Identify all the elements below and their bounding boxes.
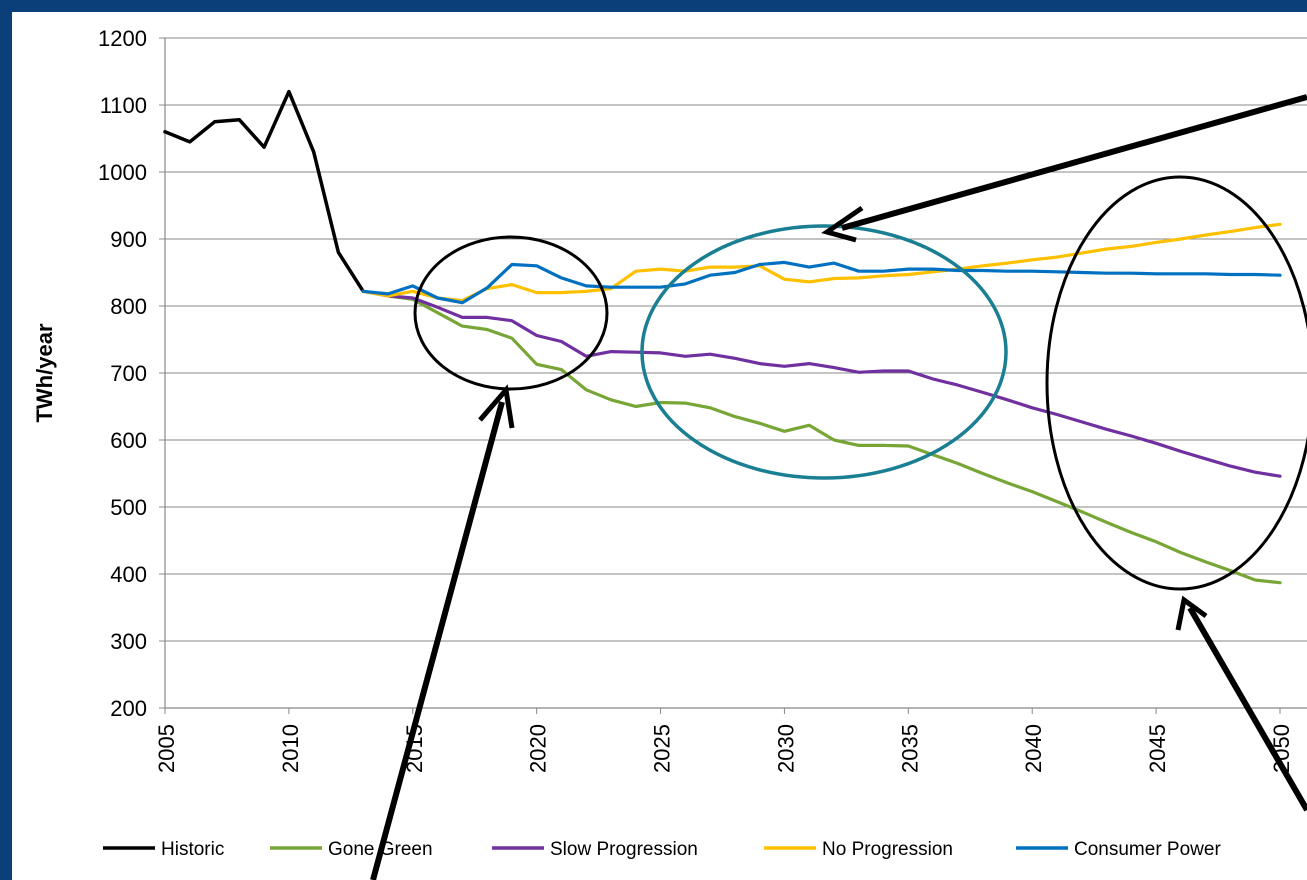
y-tick-label: 300 [110,629,147,654]
y-tick-label: 1200 [98,26,147,51]
series-line-consumer-power [361,260,1282,305]
x-tick-label: 2020 [526,724,551,773]
y-tick-label: 1100 [100,93,147,118]
x-tick-labels: 2005 2010 2015 2020 2025 2030 2035 2040 2045 2050 [154,708,1294,773]
legend-item-no-progression: No Progression [764,839,953,860]
y-tick-label: 200 [110,696,147,721]
annotation-arrowhead-bottom-right [1175,595,1208,631]
y-tick-label: 500 [110,495,147,520]
legend-item-historic: Historic [103,839,224,860]
x-tick-label: 2045 [1145,724,1170,773]
legend-item-gone-green: Gone Green [270,839,433,860]
annotation-arrowhead-top-right [821,205,864,243]
legend-label: Consumer Power [1074,839,1221,860]
annotation-arrow-bottom-right [1187,606,1307,812]
annotation-ellipse-near-term [413,235,609,391]
x-tick-label: 2040 [1021,724,1046,773]
x-tick-label: 2005 [154,724,179,773]
x-tick-label: 2025 [650,724,675,773]
annotation-ellipse-long-term [1045,175,1307,591]
series-lines [163,89,1282,585]
annotation-ellipse-mid-term [640,224,1008,480]
y-tick-labels: 200 300 400 500 600 700 800 900 1000 1100 1200 [98,26,165,721]
gridlines [165,37,1307,642]
legend-item-slow-progression: Slow Progression [492,839,698,860]
legend-label: Slow Progression [550,839,698,860]
series-line-gone-green [361,289,1282,585]
annotation-arrowhead-bottom-left [478,384,515,429]
y-tick-label: 900 [110,227,147,252]
legend-label: Historic [161,839,224,860]
legend-label: Gone Green [328,839,433,860]
legend: Historic Gone Green Slow Progression No Pro… [103,839,1221,860]
x-tick-label: 2035 [897,724,922,773]
y-tick-label: 700 [110,361,147,386]
y-tick-label: 600 [110,428,147,453]
legend-label: No Progression [822,839,953,860]
y-tick-label: 800 [110,294,147,319]
y-axis-label: TWh/year [32,323,57,422]
annotation-arrow-top-right [841,94,1307,231]
x-tick-label: 2010 [278,724,303,773]
annotation-arrow-bottom-left [370,401,505,880]
y-tick-label: 400 [110,562,147,587]
series-line-no-progression [361,222,1282,303]
series-line-slow-progression [361,289,1282,478]
series-line-historic [163,89,365,294]
annotations [370,94,1307,880]
x-tick-label: 2030 [773,724,798,773]
y-tick-label: 1000 [98,160,147,185]
legend-item-consumer-power: Consumer Power [1016,839,1221,860]
